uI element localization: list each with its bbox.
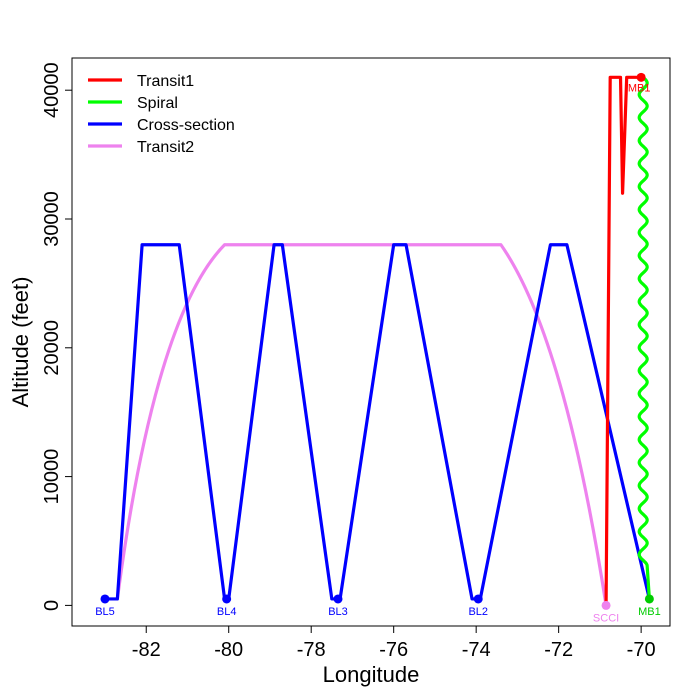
x-tick-label: -82 bbox=[132, 639, 161, 661]
legend-label-spiral: Spiral bbox=[137, 95, 178, 112]
x-tick-label: -74 bbox=[462, 639, 491, 661]
y-tick-label: 30000 bbox=[41, 191, 63, 247]
waypoint-label-mb1: MB1 bbox=[628, 82, 651, 94]
x-tick-label: -72 bbox=[544, 639, 573, 661]
waypoint-label-bl4: BL4 bbox=[217, 606, 237, 618]
y-axis-title: Altitude (feet) bbox=[8, 277, 33, 408]
waypoint-marker-mb1 bbox=[644, 594, 654, 604]
series-line-spiral bbox=[637, 75, 651, 600]
y-tick-label: 40000 bbox=[41, 62, 63, 118]
waypoint-label-mb1: MB1 bbox=[638, 606, 661, 618]
series-line-cross-section bbox=[104, 243, 651, 601]
series-line-transit1 bbox=[604, 75, 642, 606]
waypoint-marker-mb1 bbox=[636, 72, 646, 82]
y-tick-label: 20000 bbox=[41, 320, 63, 376]
series-line-transit2 bbox=[115, 243, 608, 606]
y-tick-label: 10000 bbox=[41, 449, 63, 505]
waypoint-label-bl2: BL2 bbox=[468, 606, 488, 618]
waypoint-marker-scci bbox=[601, 600, 611, 610]
x-tick-label: -76 bbox=[379, 639, 408, 661]
legend-label-transit1: Transit1 bbox=[137, 73, 194, 90]
waypoint-label-bl3: BL3 bbox=[328, 606, 348, 618]
y-axis: 0 10000 20000 30000 40000 bbox=[41, 62, 73, 611]
waypoint-layer: BL5 BL4 BL3 BL2 SCCI MB1 MB1 bbox=[95, 72, 661, 624]
x-tick-label: -80 bbox=[214, 639, 243, 661]
x-tick-label: -78 bbox=[297, 639, 326, 661]
x-tick-label: -70 bbox=[627, 639, 656, 661]
x-axis: -82 -80 -78 -76 -74 -72 -70 bbox=[132, 625, 656, 661]
waypoint-marker-bl4 bbox=[222, 594, 232, 604]
legend-label-transit2: Transit2 bbox=[137, 139, 194, 156]
series-layer bbox=[104, 75, 651, 606]
legend: Transit1 Spiral Cross-section Transit2 bbox=[88, 73, 235, 156]
waypoint-marker-bl5 bbox=[100, 594, 110, 604]
waypoint-marker-bl2 bbox=[473, 594, 483, 604]
waypoint-label-scci: SCCI bbox=[593, 612, 619, 624]
legend-label-cross-section: Cross-section bbox=[137, 117, 235, 134]
waypoint-label-bl5: BL5 bbox=[95, 606, 115, 618]
x-axis-title: Longitude bbox=[323, 662, 420, 687]
waypoint-marker-bl3 bbox=[333, 594, 343, 604]
y-tick-label: 0 bbox=[41, 600, 63, 611]
